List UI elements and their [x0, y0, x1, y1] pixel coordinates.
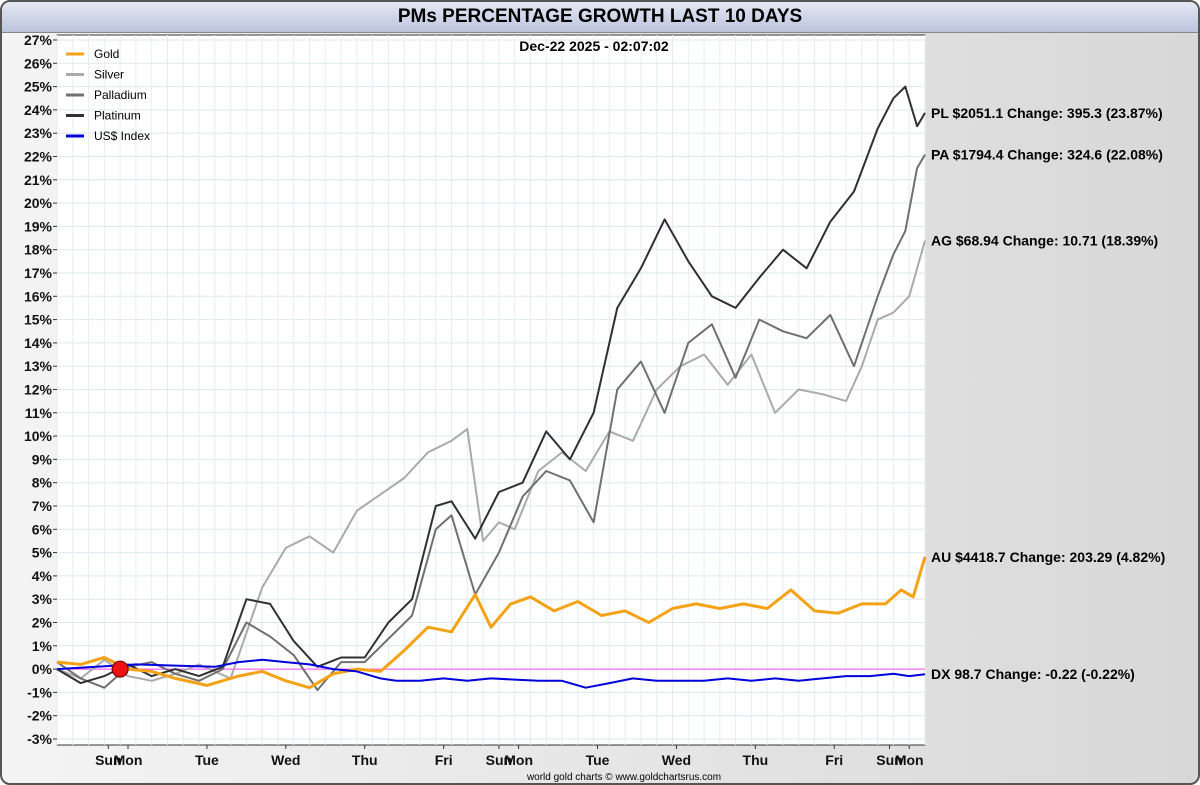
- y-axis: 27% 26% 25% 24% 23% 22% 21% 20% 19% 18% 17% 16% 15% 1…: [24, 32, 57, 747]
- chart-title: PMs PERCENTAGE GROWTH LAST 10 DAYS: [2, 2, 1198, 33]
- x-tick-label: Sun: [486, 752, 512, 768]
- timestamp: Dec-22 2025 - 02:07:02: [519, 38, 669, 54]
- series-lines: [56, 85, 927, 692]
- y-tick-label: 5%: [32, 545, 53, 561]
- y-tick-label: 23%: [24, 125, 53, 141]
- y-tick-label: 11%: [25, 405, 53, 421]
- x-tick-label: Tue: [586, 752, 610, 768]
- price-annotations: PL $2051.1 Change: 395.3 (23.87%) PA $179…: [931, 105, 1165, 682]
- y-tick-label: 18%: [24, 242, 53, 258]
- x-tick-label: Fri: [435, 752, 453, 768]
- y-tick-label: 10%: [24, 428, 53, 444]
- y-tick-label: -2%: [27, 708, 52, 724]
- y-tick-label: 13%: [24, 358, 53, 374]
- y-tick-label: 27%: [24, 32, 53, 48]
- x-tick-label: Wed: [271, 752, 300, 768]
- y-tick-label: 1%: [32, 638, 53, 654]
- grid: [56, 35, 926, 745]
- y-tick-label: -1%: [27, 684, 52, 700]
- y-tick-label: -3%: [27, 731, 52, 747]
- y-tick-label: 2%: [32, 615, 53, 631]
- price-annotation: PA $1794.4 Change: 324.6 (22.08%): [931, 147, 1163, 163]
- series-line-palladium: [56, 154, 926, 692]
- y-tick-label: 3%: [32, 591, 53, 607]
- series-line-silver: [56, 240, 926, 682]
- y-tick-label: 9%: [32, 451, 53, 467]
- x-tick-label: Mon: [504, 752, 533, 768]
- price-annotation: PL $2051.1 Change: 395.3 (23.87%): [931, 105, 1163, 121]
- x-tick-label: Sun: [95, 752, 121, 768]
- y-tick-label: 26%: [24, 55, 53, 71]
- series-line-gold: [56, 556, 927, 690]
- series-line-platinum: [56, 85, 926, 685]
- legend-label: Platinum: [94, 109, 141, 123]
- price-annotation: AG $68.94 Change: 10.71 (18.39%): [931, 233, 1158, 249]
- y-tick-label: 4%: [32, 568, 53, 584]
- series-line-us-index: [56, 658, 926, 689]
- x-tick-label: Fri: [825, 752, 843, 768]
- x-tick-label: Tue: [195, 752, 219, 768]
- legend-label: Silver: [94, 68, 124, 82]
- y-tick-label: 21%: [24, 172, 53, 188]
- y-tick-label: 12%: [24, 382, 53, 398]
- y-tick-label: 15%: [24, 312, 53, 328]
- y-tick-label: 16%: [24, 288, 53, 304]
- x-tick-label: Thu: [352, 752, 378, 768]
- start-marker: [111, 660, 129, 678]
- legend-label: US$ Index: [94, 129, 150, 143]
- y-tick-label: 14%: [24, 335, 53, 351]
- y-tick-label: 22%: [24, 149, 53, 165]
- price-annotation: AU $4418.7 Change: 203.29 (4.82%): [931, 549, 1165, 565]
- x-tick-label: Mon: [114, 752, 143, 768]
- legend-label: Gold: [94, 47, 119, 61]
- y-tick-label: 17%: [24, 265, 53, 281]
- y-tick-label: 0%: [32, 661, 53, 677]
- x-tick-label: Wed: [662, 752, 691, 768]
- y-tick-label: 7%: [32, 498, 53, 514]
- x-tick-label: Sun: [876, 752, 902, 768]
- y-tick-label: 24%: [24, 102, 53, 118]
- credit-text: world gold charts © www.goldchartsrus.co…: [526, 772, 721, 783]
- y-tick-label: 6%: [32, 521, 53, 537]
- legend-label: Palladium: [94, 88, 147, 102]
- x-tick-label: Thu: [743, 752, 769, 768]
- y-tick-label: 8%: [32, 475, 53, 491]
- price-annotation: DX 98.7 Change: -0.22 (-0.22%): [931, 666, 1135, 682]
- y-tick-label: 19%: [24, 218, 53, 234]
- y-tick-label: 20%: [24, 195, 53, 211]
- y-tick-label: 25%: [24, 79, 53, 95]
- x-tick-label: Mon: [895, 752, 924, 768]
- legend: Gold Silver Palladium Platinum US$ Index: [66, 47, 150, 143]
